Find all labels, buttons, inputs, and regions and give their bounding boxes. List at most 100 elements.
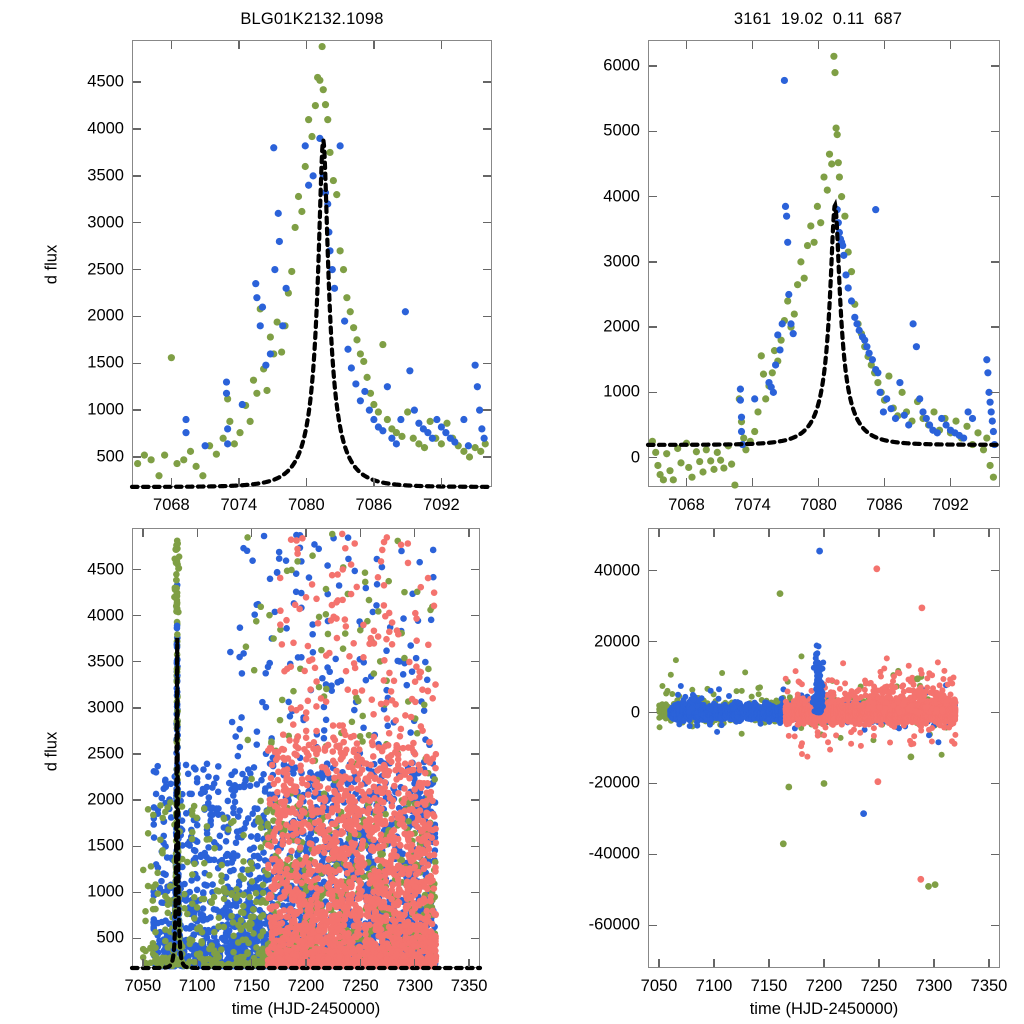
ytick-right-top-left-2500 (483, 268, 491, 271)
xtick-top-top-right-7068 (685, 41, 688, 49)
panel-top-left-title: BLG01K2132.1098 (240, 10, 384, 28)
ytick-top-left-4000 (133, 128, 141, 130)
ytick-label-bottom-right-20000: 20000 (594, 632, 640, 651)
ytick-bottom-right--20000 (649, 782, 657, 785)
ytick-bottom-right-40000 (649, 569, 657, 572)
xtick-bottom-right-7150 (768, 959, 770, 967)
xtick-top-top-left-7080 (305, 41, 308, 49)
xtick-top-bottom-left-7150 (250, 529, 253, 537)
xtick-label-top-right-7068: 7068 (668, 496, 705, 514)
ytick-label-bottom-left-3500: 3500 (87, 652, 124, 671)
xtick-top-bottom-left-7200 (305, 529, 307, 537)
xtick-label-bottom-left-7300: 7300 (396, 977, 434, 995)
ytick-label-bottom-right-0: 0 (630, 703, 640, 722)
ytick-top-right-0 (649, 456, 657, 459)
xtick-bottom-right-7100 (713, 959, 715, 967)
ytick-top-left-3000 (133, 222, 141, 224)
xtick-top-bottom-left-7100 (196, 529, 198, 537)
xtick-top-top-left-7092 (440, 41, 443, 49)
ytick-right-top-left-1500 (483, 362, 491, 364)
xtick-label-bottom-right-7200: 7200 (805, 977, 843, 995)
ytick-right-bottom-right--20000 (991, 782, 999, 785)
ytick-right-bottom-right-20000 (991, 640, 999, 643)
plot-area-top-left (132, 40, 492, 487)
ytick-right-top-left-4500 (483, 81, 491, 83)
xtick-bottom-left-7150 (250, 959, 253, 967)
xtick-top-left-7086 (373, 478, 375, 486)
ytick-label-top-left-1500: 1500 (87, 353, 124, 372)
ytick-label-bottom-left-4000: 4000 (87, 606, 124, 625)
ytick-right-bottom-left-3500 (471, 661, 479, 663)
xtick-label-bottom-left-7250: 7250 (342, 977, 379, 995)
xtick-top-left-7080 (305, 478, 308, 486)
x-axis-label-bottom-left: time (HJD-2450000) (231, 1000, 381, 1018)
ytick-label-top-left-4000: 4000 (87, 119, 124, 138)
xtick-bottom-right-7200 (823, 959, 825, 967)
xtick-top-right-7074 (751, 478, 754, 486)
model-curve-top-left (129, 139, 495, 490)
ytick-label-top-left-4500: 4500 (87, 72, 124, 91)
ytick-label-bottom-left-2000: 2000 (87, 790, 124, 809)
ytick-top-right-1000 (649, 391, 657, 394)
xtick-label-top-left-7068: 7068 (153, 496, 190, 514)
xtick-top-top-right-7080 (817, 41, 820, 49)
xtick-top-bottom-right-7150 (768, 529, 770, 537)
xtick-top-right-7092 (949, 478, 952, 486)
xtick-label-top-right-7074: 7074 (734, 496, 771, 514)
ytick-label-bottom-right--60000: -60000 (588, 915, 640, 934)
xtick-label-bottom-right-7300: 7300 (915, 977, 953, 995)
ytick-top-left-4500 (133, 81, 141, 83)
xtick-label-bottom-left-7350: 7350 (450, 977, 488, 995)
ytick-right-top-right-5000 (991, 130, 999, 133)
ytick-label-bottom-right--20000: -20000 (588, 773, 640, 792)
xtick-label-bottom-right-7050: 7050 (640, 977, 678, 995)
xtick-top-bottom-left-7050 (142, 529, 144, 537)
xtick-bottom-left-7100 (196, 959, 198, 967)
panel-top-right-title: 3161 19.02 0.11 687 (733, 10, 903, 28)
xtick-top-top-right-7074 (751, 41, 754, 49)
xtick-label-top-left-7086: 7086 (355, 496, 393, 514)
ytick-top-left-1000 (133, 409, 141, 411)
ytick-label-top-left-3500: 3500 (87, 166, 124, 185)
xtick-bottom-left-7200 (305, 959, 307, 967)
ytick-label-bottom-left-500: 500 (96, 928, 124, 947)
xtick-label-bottom-left-7150: 7150 (233, 977, 270, 995)
ytick-label-top-left-500: 500 (96, 447, 124, 466)
ytick-right-top-right-0 (991, 456, 999, 459)
ytick-top-left-500 (133, 456, 141, 458)
ytick-top-right-6000 (649, 65, 657, 67)
ytick-label-bottom-left-3000: 3000 (87, 698, 124, 717)
xtick-top-right-7086 (883, 478, 886, 486)
ytick-right-top-left-4000 (483, 128, 491, 130)
xtick-label-top-right-7092: 7092 (932, 496, 969, 514)
x-axis-label-bottom-right: time (HJD-2450000) (749, 1000, 899, 1018)
ytick-right-top-left-1000 (483, 409, 491, 411)
ytick-right-top-left-3000 (483, 222, 491, 224)
ytick-right-bottom-right--40000 (991, 853, 999, 856)
ytick-right-top-left-500 (483, 456, 491, 458)
ytick-right-bottom-left-2500 (471, 753, 479, 755)
ytick-bottom-right--40000 (649, 853, 657, 856)
ytick-label-bottom-right--40000: -40000 (588, 844, 640, 863)
ytick-right-bottom-right-40000 (991, 569, 999, 572)
ytick-label-bottom-right-40000: 40000 (594, 561, 640, 580)
ytick-bottom-right-0 (649, 711, 657, 714)
ytick-label-bottom-left-4500: 4500 (87, 560, 124, 578)
xtick-top-bottom-left-7350 (468, 529, 470, 537)
ytick-label-top-left-1000: 1000 (87, 400, 124, 419)
ytick-bottom-left-3500 (133, 661, 141, 663)
ytick-bottom-left-1500 (133, 845, 141, 847)
ytick-label-top-left-2500: 2500 (87, 260, 124, 279)
xtick-label-bottom-right-7250: 7250 (860, 977, 898, 995)
xtick-bottom-left-7300 (414, 959, 416, 967)
xtick-label-bottom-right-7350: 7350 (970, 977, 1008, 995)
ytick-bottom-left-500 (133, 937, 141, 940)
xtick-top-top-right-7092 (949, 41, 952, 49)
xtick-bottom-right-7050 (658, 959, 660, 967)
ytick-bottom-left-2500 (133, 753, 141, 755)
